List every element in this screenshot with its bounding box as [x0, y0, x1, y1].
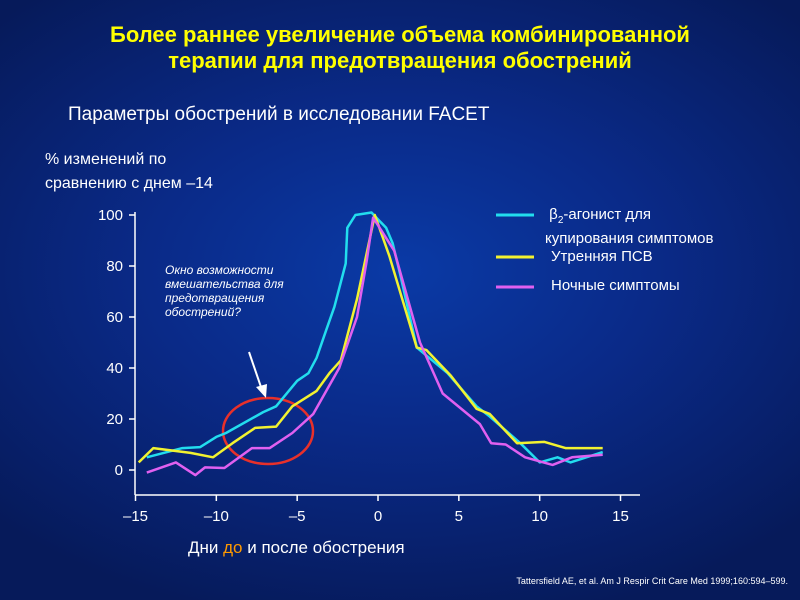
- annotation-line: вмешательства для: [165, 277, 284, 291]
- title-line-2: терапии для предотвращения обострений: [168, 48, 632, 73]
- series-line-3: [146, 216, 603, 477]
- subtitle: Параметры обострений в исследовании FACE…: [68, 104, 490, 125]
- x-tick-label: –10: [204, 508, 229, 525]
- y-label-line-1: % изменений по: [45, 151, 167, 168]
- y-tick-label: 0: [115, 462, 123, 479]
- annotation: Окно возможности вмешательства для предо…: [165, 263, 284, 319]
- legend-swatches: [496, 213, 534, 289]
- x-tick-label: –5: [289, 508, 306, 525]
- x-tick-label: 0: [374, 508, 382, 525]
- x-label-post: и после обострения: [242, 538, 405, 557]
- title-line-1: Более раннее увеличение объема комбиниро…: [110, 22, 690, 47]
- annotation-line: обострений?: [165, 305, 241, 319]
- legend-sub: 2: [557, 215, 564, 226]
- x-tick-label: 15: [612, 508, 629, 525]
- x-tick-label: 10: [531, 508, 548, 525]
- legend-beta: β: [549, 206, 558, 223]
- legend-item-beta2: β2-агонист для купирования симптомов: [545, 206, 714, 248]
- series-line-2: [137, 213, 603, 464]
- legend-line-2: купирования симптомов: [545, 230, 714, 247]
- y-tick-label: 60: [106, 309, 123, 326]
- citation: Tattersfield AE, et al. Am J Respir Crit…: [516, 576, 788, 586]
- legend-item-night: Ночные симптомы: [551, 277, 680, 294]
- y-label-line-2: сравнению с днем –14: [45, 175, 213, 192]
- x-label-highlight: до: [223, 538, 243, 557]
- legend-item-pef: Утренняя ПСВ: [551, 248, 653, 265]
- highlight-ellipse: [221, 396, 315, 466]
- y-tick-label: 20: [106, 411, 123, 428]
- y-axis-label: % изменений по сравнению с днем –14: [45, 148, 213, 196]
- series-line-1: [146, 211, 604, 464]
- y-tick-label: 100: [98, 207, 123, 224]
- annotation-line: Окно возможности: [165, 263, 274, 277]
- x-tick-label: 5: [455, 508, 463, 525]
- slide-title: Более раннее увеличение объема комбиниро…: [0, 22, 800, 74]
- annotation-line: предотвращения: [165, 291, 265, 305]
- x-label-pre: Дни: [188, 538, 224, 557]
- arrow-icon: [248, 351, 267, 398]
- x-tick-label: –15: [123, 508, 148, 525]
- x-axis-label: Дни до и после обострения: [188, 538, 405, 558]
- legend-rest: -агонист для: [563, 206, 652, 223]
- y-tick-label: 40: [106, 360, 123, 377]
- y-tick-label: 80: [106, 258, 123, 275]
